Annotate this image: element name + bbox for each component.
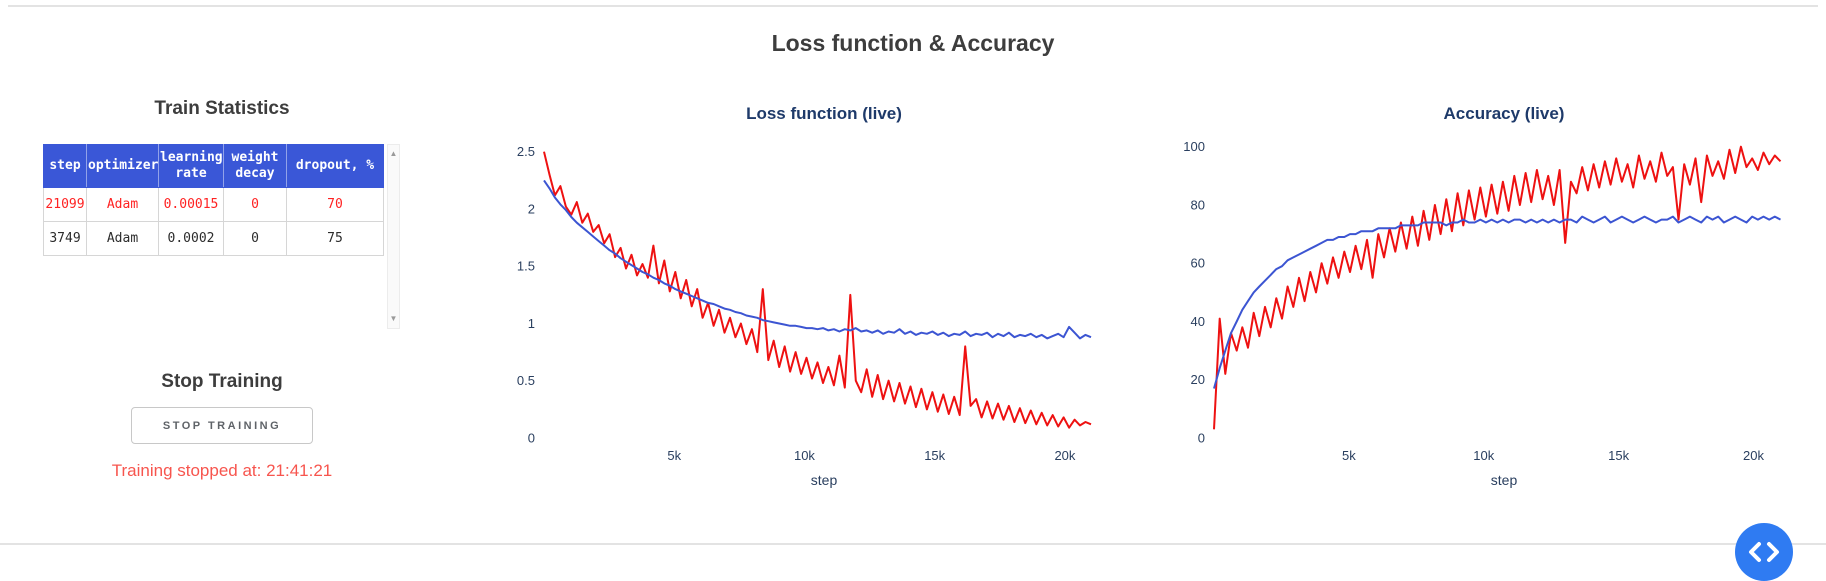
column-header: learning rate — [158, 144, 224, 188]
y-tick-label: 0 — [1198, 431, 1205, 446]
table-cell: Adam — [86, 187, 159, 222]
table-header: step optimizer learning rate weight decay dr… — [43, 144, 384, 188]
loss-chart-title: Loss function (live) — [746, 104, 902, 123]
show-code-button[interactable] — [1735, 523, 1793, 581]
table-cell: 0.00015 — [158, 187, 224, 222]
train-statistics-heading: Train Statistics — [154, 98, 290, 119]
table-cell: 0 — [223, 187, 287, 222]
page-title: Loss function & Accuracy — [771, 30, 1055, 56]
x-tick-label: 5k — [1342, 448, 1356, 463]
accuracy-chart: Accuracy (live) 0 20 40 60 80 100 5k 10k 15k 20k … — [1168, 98, 1808, 488]
loss-chart: Loss function (live) 0 0.5 1 1.5 2 2.5 5k 10k 15… — [498, 98, 1118, 488]
training-stopped-status: Training stopped at: 21:41:21 — [111, 461, 333, 480]
scroll-down-icon[interactable]: ▼ — [389, 314, 398, 323]
stop-training-heading: Stop Training — [161, 371, 283, 392]
train-statistics-table-area: step optimizer learning rate weight decay dr… — [43, 144, 401, 329]
stop-training-button[interactable]: STOP TRAINING — [131, 407, 313, 444]
accuracy-chart-plot[interactable]: 0 20 40 60 80 100 5k 10k 15k 20k — [1168, 126, 1808, 476]
blue-trace — [543, 179, 1092, 340]
y-tick-label: 0 — [528, 431, 535, 446]
top-divider — [8, 5, 1818, 7]
red-trace — [543, 151, 1092, 429]
y-tick-label: 40 — [1191, 314, 1205, 329]
column-header: weight decay — [223, 144, 287, 188]
table-body: 21099 Adam 0.00015 0 70 3749 Adam 0.0002 0 75 — [43, 187, 384, 256]
column-header: optimizer — [86, 144, 159, 188]
red-trace — [1213, 145, 1782, 430]
table-cell: 21099 — [43, 187, 87, 222]
table-cell: 70 — [286, 187, 384, 222]
code-icon — [1749, 542, 1779, 562]
y-tick-label: 100 — [1183, 139, 1205, 154]
x-tick-label: 15k — [1608, 448, 1629, 463]
y-tick-label: 80 — [1191, 197, 1205, 212]
bottom-divider — [0, 543, 1826, 545]
y-tick-label: 2.5 — [517, 144, 535, 159]
train-statistics-table: step optimizer learning rate weight decay dr… — [43, 144, 384, 256]
table-row: 21099 Adam 0.00015 0 70 — [43, 187, 384, 222]
column-header: step — [43, 144, 87, 188]
table-scrollbar[interactable]: ▲ ▼ — [387, 144, 400, 329]
x-tick-label: 15k — [924, 448, 945, 463]
y-tick-label: 1 — [528, 316, 535, 331]
train-statistics-panel: Train Statistics step optimizer learning r… — [43, 80, 401, 481]
y-tick-label: 20 — [1191, 372, 1205, 387]
table-row: 3749 Adam 0.0002 0 75 — [43, 221, 384, 256]
column-header: dropout, % — [286, 144, 384, 188]
table-cell: 0 — [223, 221, 287, 256]
accuracy-chart-title: Accuracy (live) — [1443, 104, 1565, 123]
table-cell: 75 — [286, 221, 384, 256]
x-tick-label: 20k — [1054, 448, 1075, 463]
y-tick-label: 1.5 — [517, 259, 535, 274]
scroll-up-icon[interactable]: ▲ — [389, 149, 398, 158]
x-tick-label: 10k — [794, 448, 815, 463]
y-tick-label: 60 — [1191, 256, 1205, 271]
y-tick-label: 0.5 — [517, 373, 535, 388]
table-cell: Adam — [86, 221, 159, 256]
loss-chart-plot[interactable]: 0 0.5 1 1.5 2 2.5 5k 10k 15k 20k — [498, 126, 1118, 476]
x-tick-label: 5k — [667, 448, 681, 463]
table-cell: 0.0002 — [158, 221, 224, 256]
table-cell: 3749 — [43, 221, 87, 256]
accuracy-chart-xaxis-label: step — [1490, 472, 1518, 488]
x-tick-label: 20k — [1743, 448, 1764, 463]
x-tick-label: 10k — [1473, 448, 1494, 463]
loss-chart-xaxis-label: step — [810, 472, 838, 488]
blue-trace — [1213, 215, 1781, 389]
y-tick-label: 2 — [528, 201, 535, 216]
